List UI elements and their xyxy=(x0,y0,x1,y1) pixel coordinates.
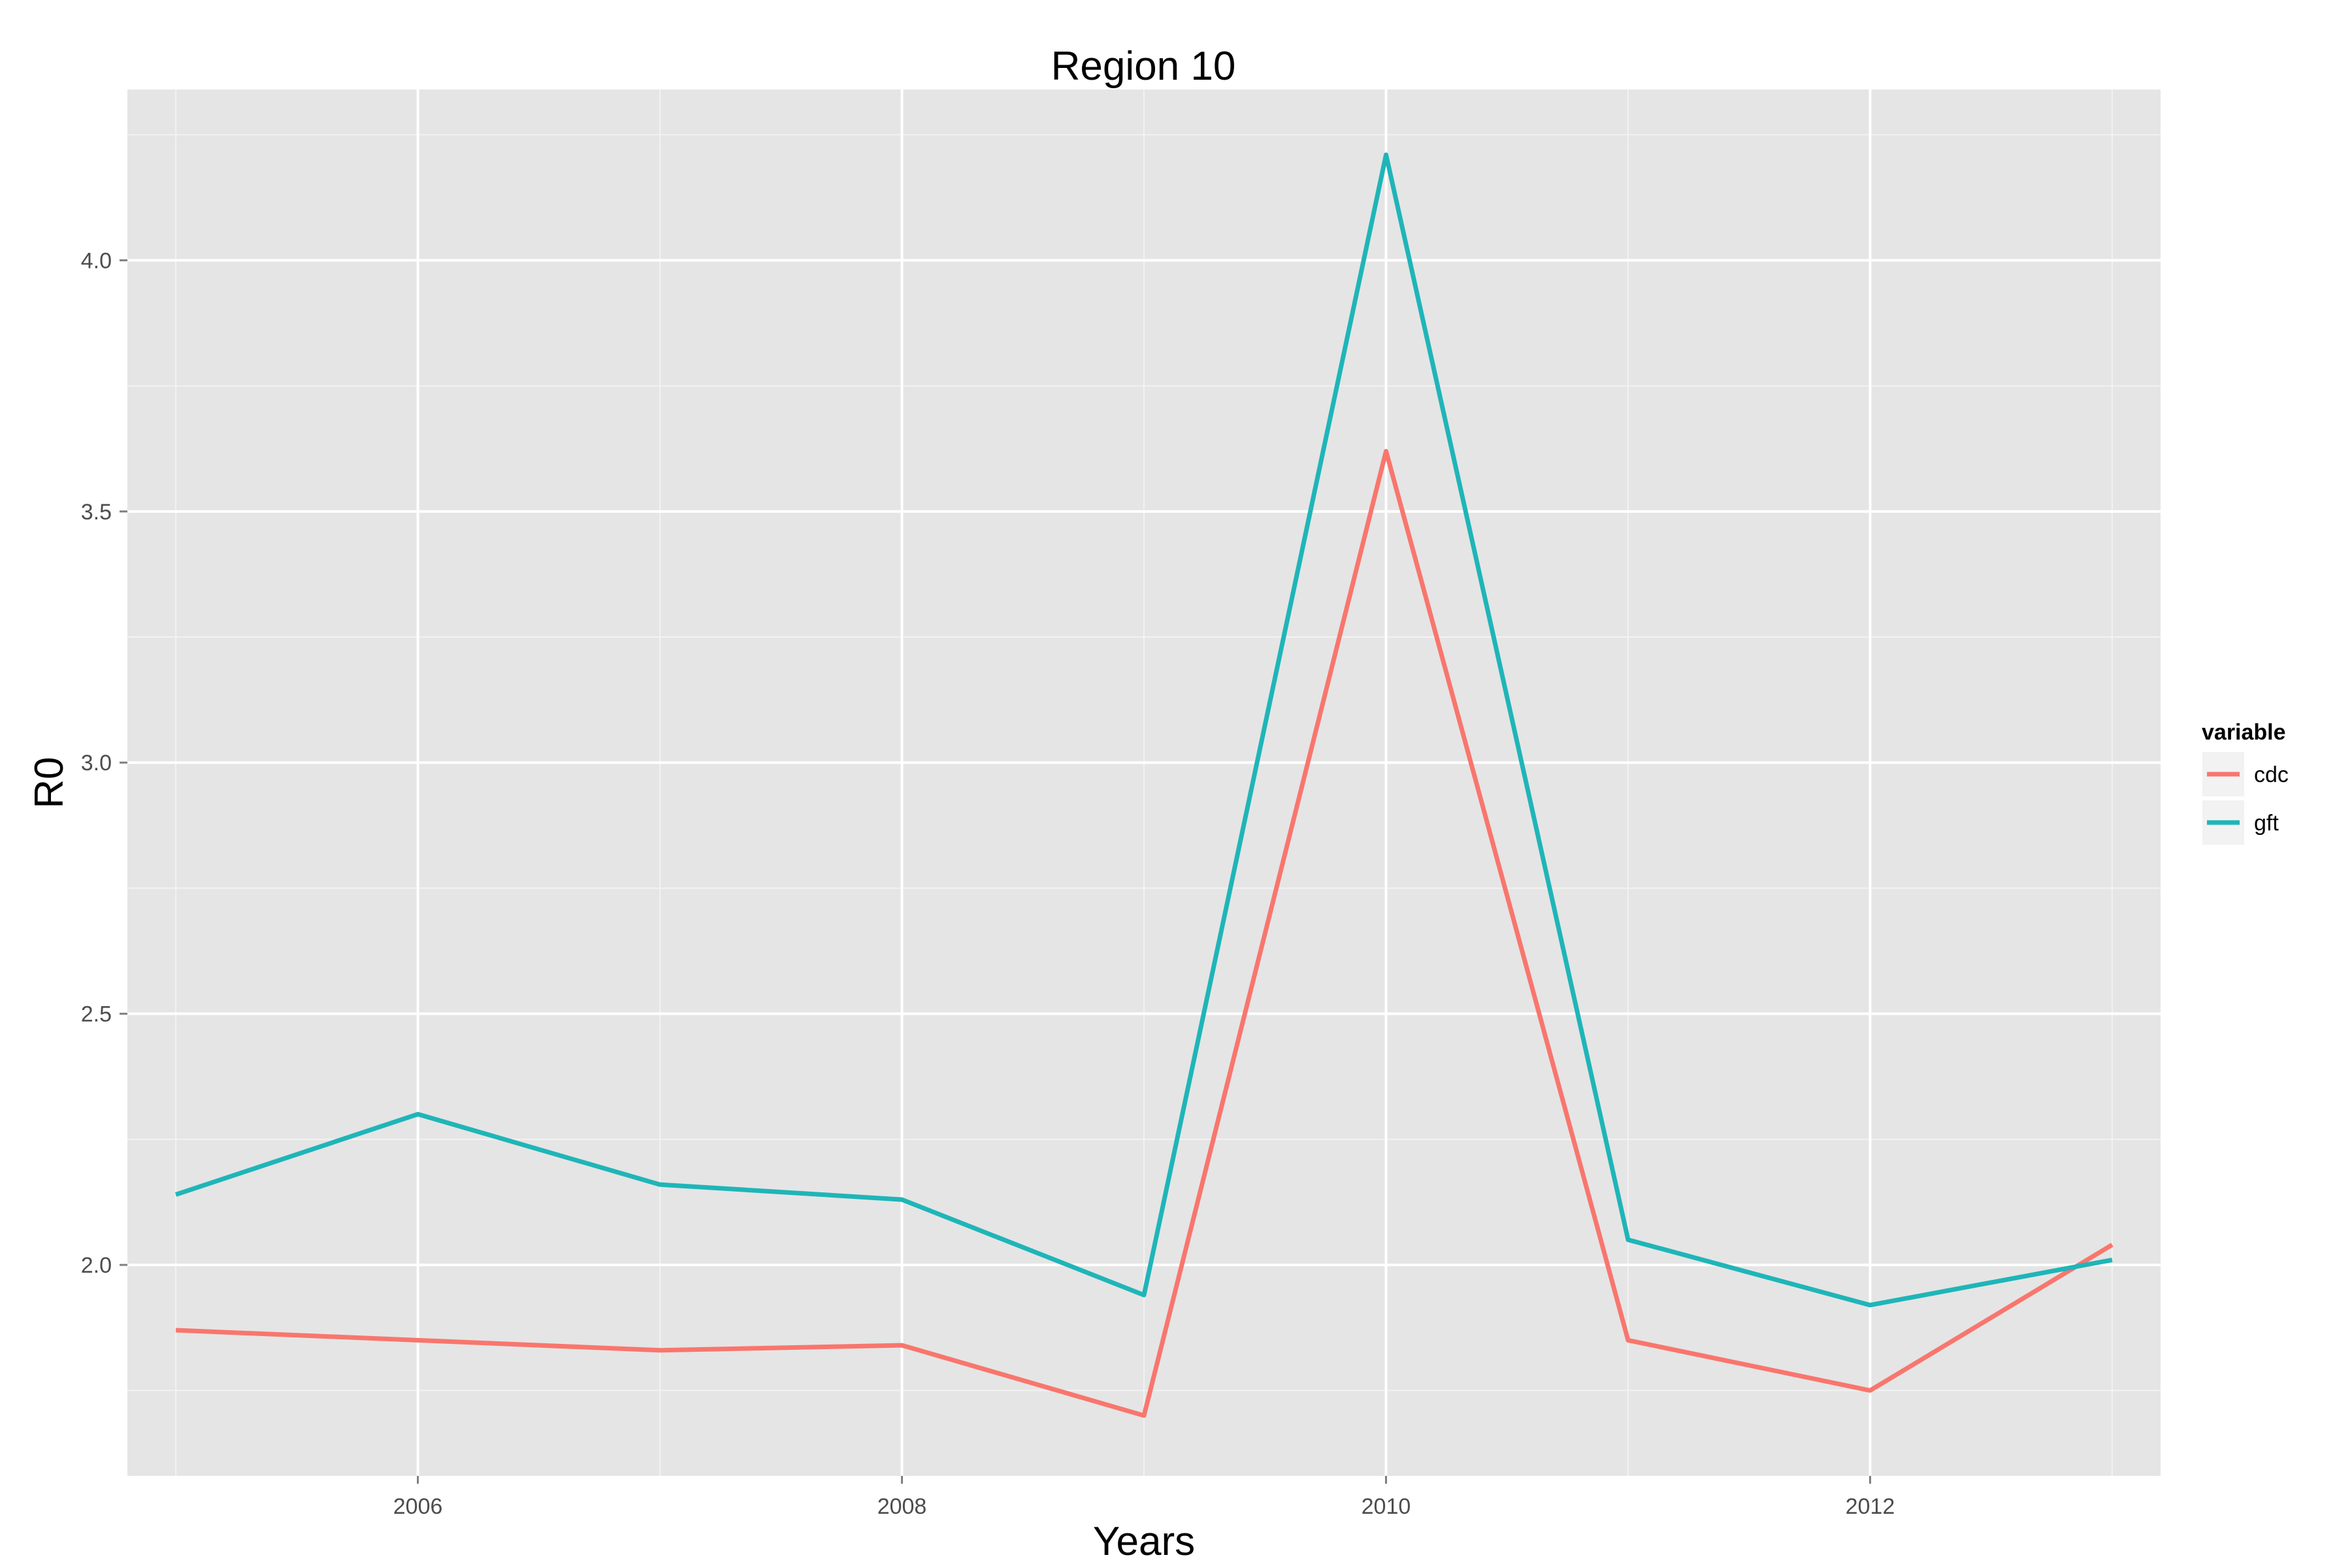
legend-title: variable xyxy=(2202,720,2286,745)
x-tick-label: 2006 xyxy=(393,1494,443,1519)
y-tick-label: 2.0 xyxy=(81,1253,112,1278)
y-axis-title: R0 xyxy=(27,757,72,808)
series-line-gft xyxy=(174,152,2113,1308)
x-tick-label: 2008 xyxy=(877,1494,927,1519)
y-tick-label: 3.5 xyxy=(81,500,112,525)
series-lines xyxy=(174,152,2114,1418)
y-tick-label: 2.5 xyxy=(81,1002,112,1027)
y-tick-label: 4.0 xyxy=(81,248,112,273)
x-tick-label: 2012 xyxy=(1846,1494,1895,1519)
series-line-cdc xyxy=(175,449,2114,1418)
legend-label-cdc: cdc xyxy=(2254,762,2289,787)
grid-major xyxy=(127,90,2161,1476)
chart-title: Region 10 xyxy=(1051,44,1236,89)
legend-items: cdc gft xyxy=(2201,751,2289,846)
y-axis-ticks: 2.0 2.5 3.0 3.5 4.0 xyxy=(81,248,127,1278)
x-axis-title: Years xyxy=(1093,1519,1195,1564)
legend-label-gft: gft xyxy=(2254,811,2279,836)
x-tick-label: 2010 xyxy=(1362,1494,1411,1519)
grid-minor xyxy=(127,90,2161,1476)
x-axis-ticks: 2006 2008 2010 2012 xyxy=(393,1476,1895,1519)
y-tick-label: 3.0 xyxy=(81,751,112,776)
legend: variable cdc gft xyxy=(2201,720,2289,846)
